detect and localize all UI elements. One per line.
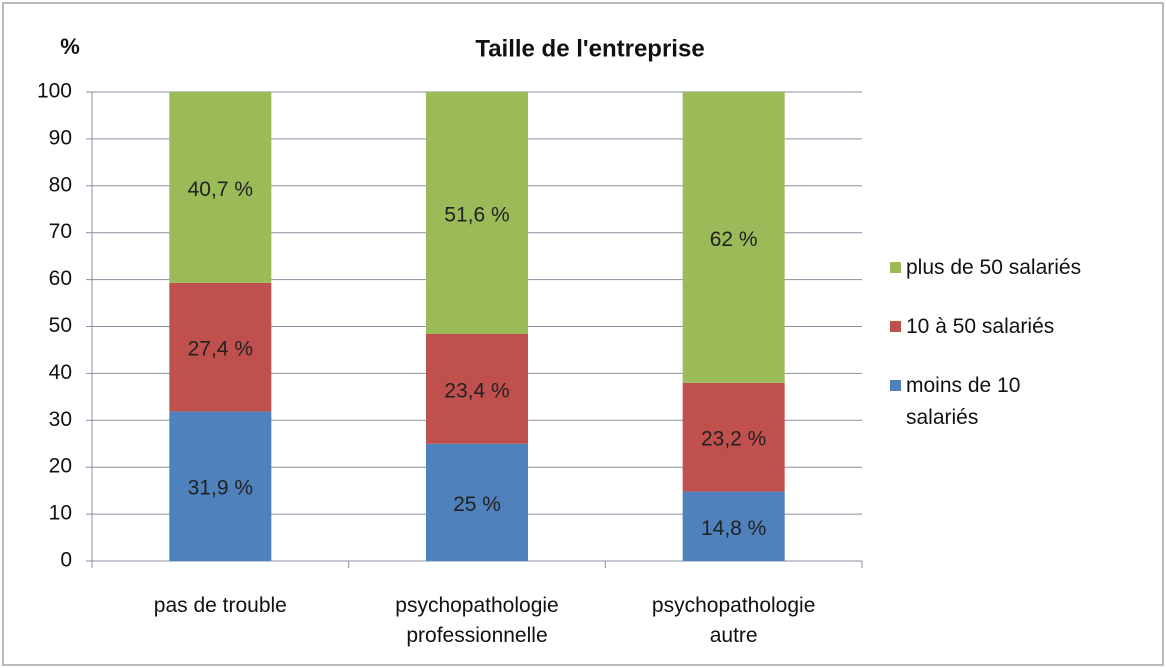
value-label: 25 % — [453, 493, 501, 516]
y-tick-label: 50 — [49, 314, 72, 337]
value-label: 23,4 % — [444, 379, 509, 402]
legend-swatch — [890, 321, 901, 332]
bar-segment — [426, 334, 528, 444]
y-tick-label: 40 — [49, 361, 72, 384]
bar-segment — [682, 92, 785, 383]
y-axis-label: % — [60, 34, 80, 59]
legend-label: plus de 50 salariés — [906, 256, 1081, 279]
y-tick-label: 30 — [49, 408, 72, 431]
legend-swatch — [890, 380, 901, 391]
value-label: 23,2 % — [701, 428, 766, 451]
y-tick-label: 100 — [37, 80, 72, 103]
chart-title: Taille de l'entreprise — [475, 35, 704, 62]
x-tick-label: psychopathologie autre — [652, 594, 815, 647]
x-tick-label: pas de trouble — [154, 594, 287, 617]
legend-label: moins de 10 salariés — [906, 374, 1020, 429]
value-label: 51,6 % — [444, 204, 509, 227]
x-tick-label: psychopathologie professionnelle — [395, 594, 558, 647]
value-label: 62 % — [710, 228, 758, 251]
value-label: 40,7 % — [188, 178, 253, 201]
y-tick-label: 90 — [49, 126, 72, 149]
y-tick-label: 20 — [49, 455, 72, 478]
value-label: 31,9 % — [188, 477, 253, 500]
legend-label: 10 à 50 salariés — [906, 315, 1054, 338]
value-label: 27,4 % — [188, 338, 253, 361]
y-tick-label: 80 — [49, 173, 72, 196]
y-tick-label: 70 — [49, 220, 72, 243]
bar-segment — [169, 282, 272, 412]
bar-segment — [682, 491, 785, 561]
y-tick-label: 60 — [49, 267, 72, 290]
y-tick-label: 10 — [49, 502, 72, 525]
bar-segment — [169, 411, 272, 561]
bar-segment — [426, 443, 528, 561]
bar-segment — [426, 92, 528, 335]
bar-segment — [169, 92, 272, 283]
legend-swatch — [890, 262, 901, 273]
y-tick-label: 0 — [60, 549, 72, 572]
value-label: 14,8 % — [701, 517, 766, 540]
bar-segment — [682, 382, 785, 492]
